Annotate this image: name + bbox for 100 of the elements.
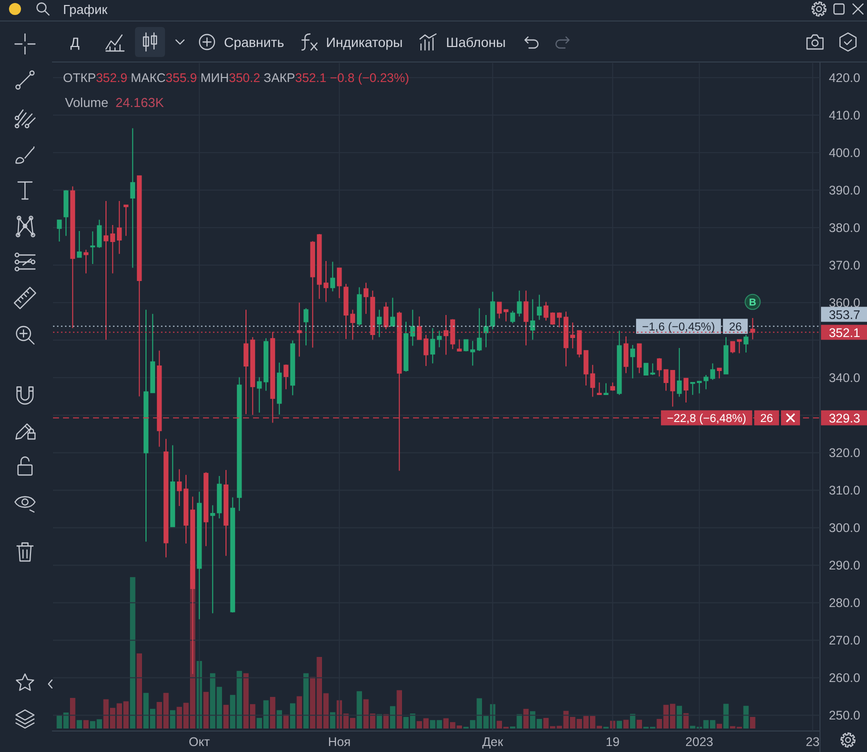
text: Шаблоны xyxy=(446,35,506,50)
bar xyxy=(170,710,176,728)
text: Сравнить xyxy=(224,35,284,50)
bar xyxy=(390,706,396,728)
y-tick-label: 300.0 xyxy=(828,521,860,536)
candlestick xyxy=(330,261,336,292)
candlestick xyxy=(604,382,608,396)
candlestick xyxy=(624,336,628,374)
candlestick xyxy=(456,338,462,352)
x-tick-label: Дек xyxy=(482,735,504,749)
text: Д xyxy=(70,35,80,50)
candlestick xyxy=(284,364,288,390)
candlestick xyxy=(70,186,76,329)
candlestick xyxy=(476,308,482,352)
x-tick-label: 23 xyxy=(806,735,820,749)
candlestick xyxy=(116,200,122,254)
x-tick-label: 2023 xyxy=(685,735,714,749)
candlestick xyxy=(536,294,542,320)
candlestick xyxy=(596,382,602,396)
candlestick xyxy=(364,282,368,314)
y-tick-label: 380.0 xyxy=(828,221,860,236)
bar xyxy=(676,706,682,728)
bar xyxy=(630,714,636,728)
candlestick xyxy=(436,330,442,348)
candlestick xyxy=(124,204,128,236)
ref-line-label: 353.7 xyxy=(828,308,860,322)
y-tick-label: 360.0 xyxy=(828,296,860,310)
annotation: 26 xyxy=(728,321,742,334)
bar xyxy=(270,696,276,728)
bar xyxy=(203,692,209,728)
candlestick xyxy=(64,190,68,236)
candlestick xyxy=(130,128,136,268)
ref-line-label: 352.1 xyxy=(828,326,860,340)
bar xyxy=(290,703,296,728)
bar xyxy=(136,653,142,728)
bar xyxy=(396,690,402,728)
candlestick xyxy=(636,343,642,374)
candlestick xyxy=(76,230,82,258)
bar xyxy=(296,696,302,728)
candlestick xyxy=(356,286,362,326)
candlestick xyxy=(56,219,62,242)
bar xyxy=(616,720,622,728)
candlestick xyxy=(696,380,702,394)
annotation: 26 xyxy=(760,412,774,425)
candlestick xyxy=(90,230,96,265)
y-tick-label: 390.0 xyxy=(828,184,860,198)
candlestick xyxy=(484,314,488,348)
x-tick-label: Окт xyxy=(188,735,210,749)
candlestick xyxy=(196,491,202,620)
annotation: −22,8 (−6,48%) xyxy=(666,412,746,425)
annotation: B xyxy=(749,297,756,308)
candlestick xyxy=(610,382,616,392)
annotation: ОТКР352.9 МАКС355.9 МИН350.2 ЗАКР352.1 −0.8 (−0.23%) xyxy=(63,71,410,85)
candlestick xyxy=(690,382,696,396)
x-tick-label: 19 xyxy=(606,735,620,749)
bar xyxy=(130,577,136,728)
candlestick xyxy=(716,367,722,379)
bar xyxy=(70,698,76,728)
y-tick-label: 400.0 xyxy=(828,146,860,160)
y-tick-label: 320.0 xyxy=(828,446,860,460)
candlestick xyxy=(304,308,308,346)
x-tick-label: Ноя xyxy=(328,735,351,749)
ref-line-label: 329.3 xyxy=(828,411,860,426)
chart-title: График xyxy=(63,2,108,17)
candlestick xyxy=(210,504,216,614)
annotation: −1,6 (−0,45%) xyxy=(642,321,716,334)
candlestick xyxy=(390,297,396,328)
y-tick-label: 290.0 xyxy=(828,558,860,573)
bar xyxy=(303,673,309,728)
y-tick-label: 420.0 xyxy=(828,71,860,86)
candlestick xyxy=(490,291,496,330)
candlestick xyxy=(376,309,382,338)
candlestick xyxy=(530,298,536,340)
candlestick xyxy=(236,376,242,512)
bar xyxy=(716,724,722,728)
candlestick xyxy=(96,219,102,248)
y-tick-label: 340.0 xyxy=(828,371,860,386)
candlestick xyxy=(510,310,516,324)
candlestick xyxy=(384,302,388,330)
bar xyxy=(750,716,756,728)
y-tick-label: 260.0 xyxy=(828,671,860,686)
candlestick xyxy=(170,444,176,528)
bar xyxy=(83,720,89,728)
annotation: 24.163K xyxy=(115,95,164,110)
candlestick xyxy=(164,438,168,558)
bar xyxy=(636,720,642,728)
candlestick xyxy=(336,267,342,299)
candlestick xyxy=(84,249,88,274)
candlestick xyxy=(204,472,208,547)
candlestick xyxy=(736,338,742,354)
candlestick xyxy=(276,362,282,415)
y-tick-label: 370.0 xyxy=(828,258,860,273)
candlestick xyxy=(676,348,682,398)
candlestick xyxy=(290,340,296,396)
y-tick-label: 280.0 xyxy=(828,596,860,610)
candlestick xyxy=(684,378,688,403)
candlestick xyxy=(616,330,622,396)
bar xyxy=(376,714,382,728)
y-tick-label: 410.0 xyxy=(828,108,860,123)
candlestick xyxy=(224,469,228,556)
